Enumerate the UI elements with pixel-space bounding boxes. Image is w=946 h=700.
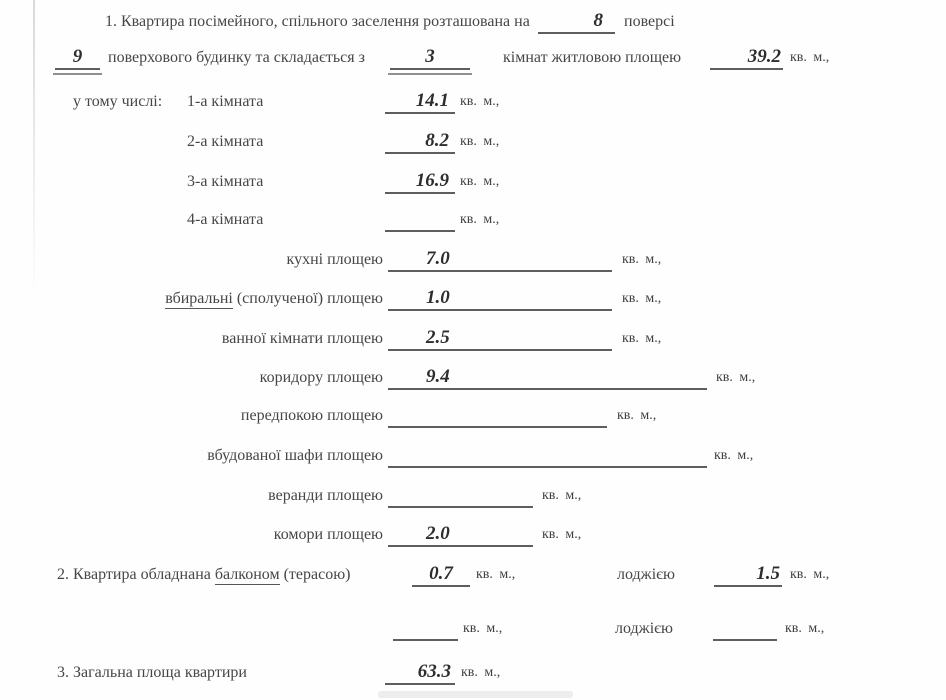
lavatory-unit: кв. м., — [622, 291, 662, 306]
room-2-unit: кв. м., — [460, 134, 500, 149]
living-area-field: 39.2 — [710, 45, 783, 70]
corridor-unit: кв. м., — [716, 370, 756, 385]
loggia-label: лоджією — [617, 566, 675, 583]
balcony-prefix: 2. Квартира обладнана — [57, 566, 211, 583]
balcony-text: 2. Квартира обладнана балконом (терасою) — [57, 566, 351, 585]
room-4-label: 4-а кімната — [187, 211, 264, 228]
living-area-unit: кв. м., — [790, 50, 830, 65]
lavatory-label: вбиральні (сполученої) площею — [165, 290, 383, 309]
balcony-unit: кв. м., — [476, 567, 516, 582]
balcony2-area-field — [393, 616, 458, 641]
row-room-4: 4-а кімната кв. м., — [0, 204, 946, 232]
room-count-field: 3 — [388, 45, 472, 75]
bathroom-unit: кв. м., — [622, 331, 662, 346]
scan-edge-artifact — [33, 0, 35, 300]
row-room-1: у тому числі: 1-а кімната 14.1 кв. м., — [0, 86, 946, 114]
veranda-area-field — [388, 483, 533, 508]
pantry-area-field: 2.0 — [388, 522, 533, 547]
corridor-area-field: 9.4 — [388, 365, 707, 390]
hallway-unit: кв. м., — [617, 408, 657, 423]
line2-text-b: кімнат житловою площею — [503, 49, 682, 66]
hallway-label: передпокою площею — [240, 407, 383, 424]
building-floors-field: 9 — [53, 45, 102, 75]
lavatory-label-underlined: вбиральні — [165, 290, 233, 309]
row-total: 3. Загальна площа квартири 63.3 кв. м., — [0, 657, 946, 685]
kitchen-area-field: 7.0 — [388, 247, 612, 272]
room-3-area-field: 16.9 — [385, 169, 455, 194]
scan-smudge-artifact — [378, 691, 573, 698]
floor-number-field: 8 — [538, 9, 615, 34]
hallway-area-field — [388, 403, 607, 428]
kitchen-label: кухні площею — [286, 251, 383, 268]
loggia2-area-field — [713, 616, 777, 641]
room-4-unit: кв. м., — [460, 212, 500, 227]
builtin-wardrobe-area-field — [388, 443, 707, 468]
veranda-label: веранди площею — [268, 487, 383, 504]
row-room-3: 3-а кімната 16.9 кв. м., — [0, 166, 946, 194]
row-veranda: веранди площею кв. м., — [0, 480, 946, 508]
balcony-word-underlined: балконом — [214, 566, 280, 585]
row-pantry: комори площею 2.0 кв. м., — [0, 519, 946, 547]
kitchen-unit: кв. м., — [622, 252, 662, 267]
row-corridor: коридору площею 9.4 кв. м., — [0, 362, 946, 390]
row-bathroom: ванної кімнати площею 2.5 кв. м., — [0, 323, 946, 351]
line1-suffix: поверсі — [624, 13, 675, 30]
bathroom-area-field: 2.5 — [388, 326, 612, 351]
line2-text-a: поверхового будинку та складається з — [108, 49, 365, 66]
row-line1: 1. Квартира посімейного, спільного засел… — [0, 6, 946, 34]
builtin-wardrobe-unit: кв. м., — [714, 448, 754, 463]
row-line2: 9 поверхового будинку та складається з 3… — [0, 42, 946, 75]
loggia2-label: лоджією — [615, 620, 673, 637]
room-1-area-field: 14.1 — [385, 89, 455, 114]
row-room-2: 2-а кімната 8.2 кв. м., — [0, 126, 946, 154]
row-balcony: 2. Квартира обладнана балконом (терасою)… — [0, 559, 946, 587]
loggia-area-field: 1.5 — [714, 562, 782, 587]
line1-text: 1. Квартира посімейного, спільного засел… — [105, 13, 530, 30]
builtin-wardrobe-label: вбудованої шафи площею — [207, 447, 383, 464]
loggia-unit: кв. м., — [790, 567, 830, 582]
room-4-area-field — [385, 207, 455, 232]
row-kitchen: кухні площею 7.0 кв. м., — [0, 244, 946, 272]
room-3-unit: кв. м., — [460, 174, 500, 189]
including-label: у тому числі: — [73, 93, 163, 110]
pantry-unit: кв. м., — [542, 527, 582, 542]
bathroom-label: ванної кімнати площею — [221, 330, 383, 347]
row-builtin-wardrobe: вбудованої шафи площею кв. м., — [0, 440, 946, 468]
lavatory-area-field: 1.0 — [388, 286, 612, 311]
balcony-area-field: 0.7 — [412, 562, 470, 587]
row-hallway: передпокою площею кв. м., — [0, 400, 946, 428]
room-1-label: 1-а кімната — [187, 93, 264, 110]
corridor-label: коридору площею — [259, 369, 383, 386]
row-lavatory: вбиральні (сполученої) площею 1.0 кв. м.… — [0, 283, 946, 311]
total-text: 3. Загальна площа квартири — [57, 664, 247, 681]
room-3-label: 3-а кімната — [187, 173, 264, 190]
balcony-suffix: (терасою) — [283, 566, 351, 583]
total-area-field: 63.3 — [385, 660, 455, 685]
balcony2-unit: кв. м., — [463, 621, 503, 636]
pantry-label: комори площею — [273, 526, 383, 543]
room-2-area-field: 8.2 — [385, 129, 455, 154]
total-unit: кв. м., — [461, 665, 501, 680]
veranda-unit: кв. м., — [542, 488, 582, 503]
room-2-label: 2-а кімната — [187, 133, 264, 150]
room-1-unit: кв. м., — [460, 94, 500, 109]
loggia2-unit: кв. м., — [785, 621, 825, 636]
row-balcony-2: кв. м., лоджією кв. м., — [0, 613, 946, 641]
lavatory-label-rest: (сполученої) площею — [236, 290, 383, 307]
